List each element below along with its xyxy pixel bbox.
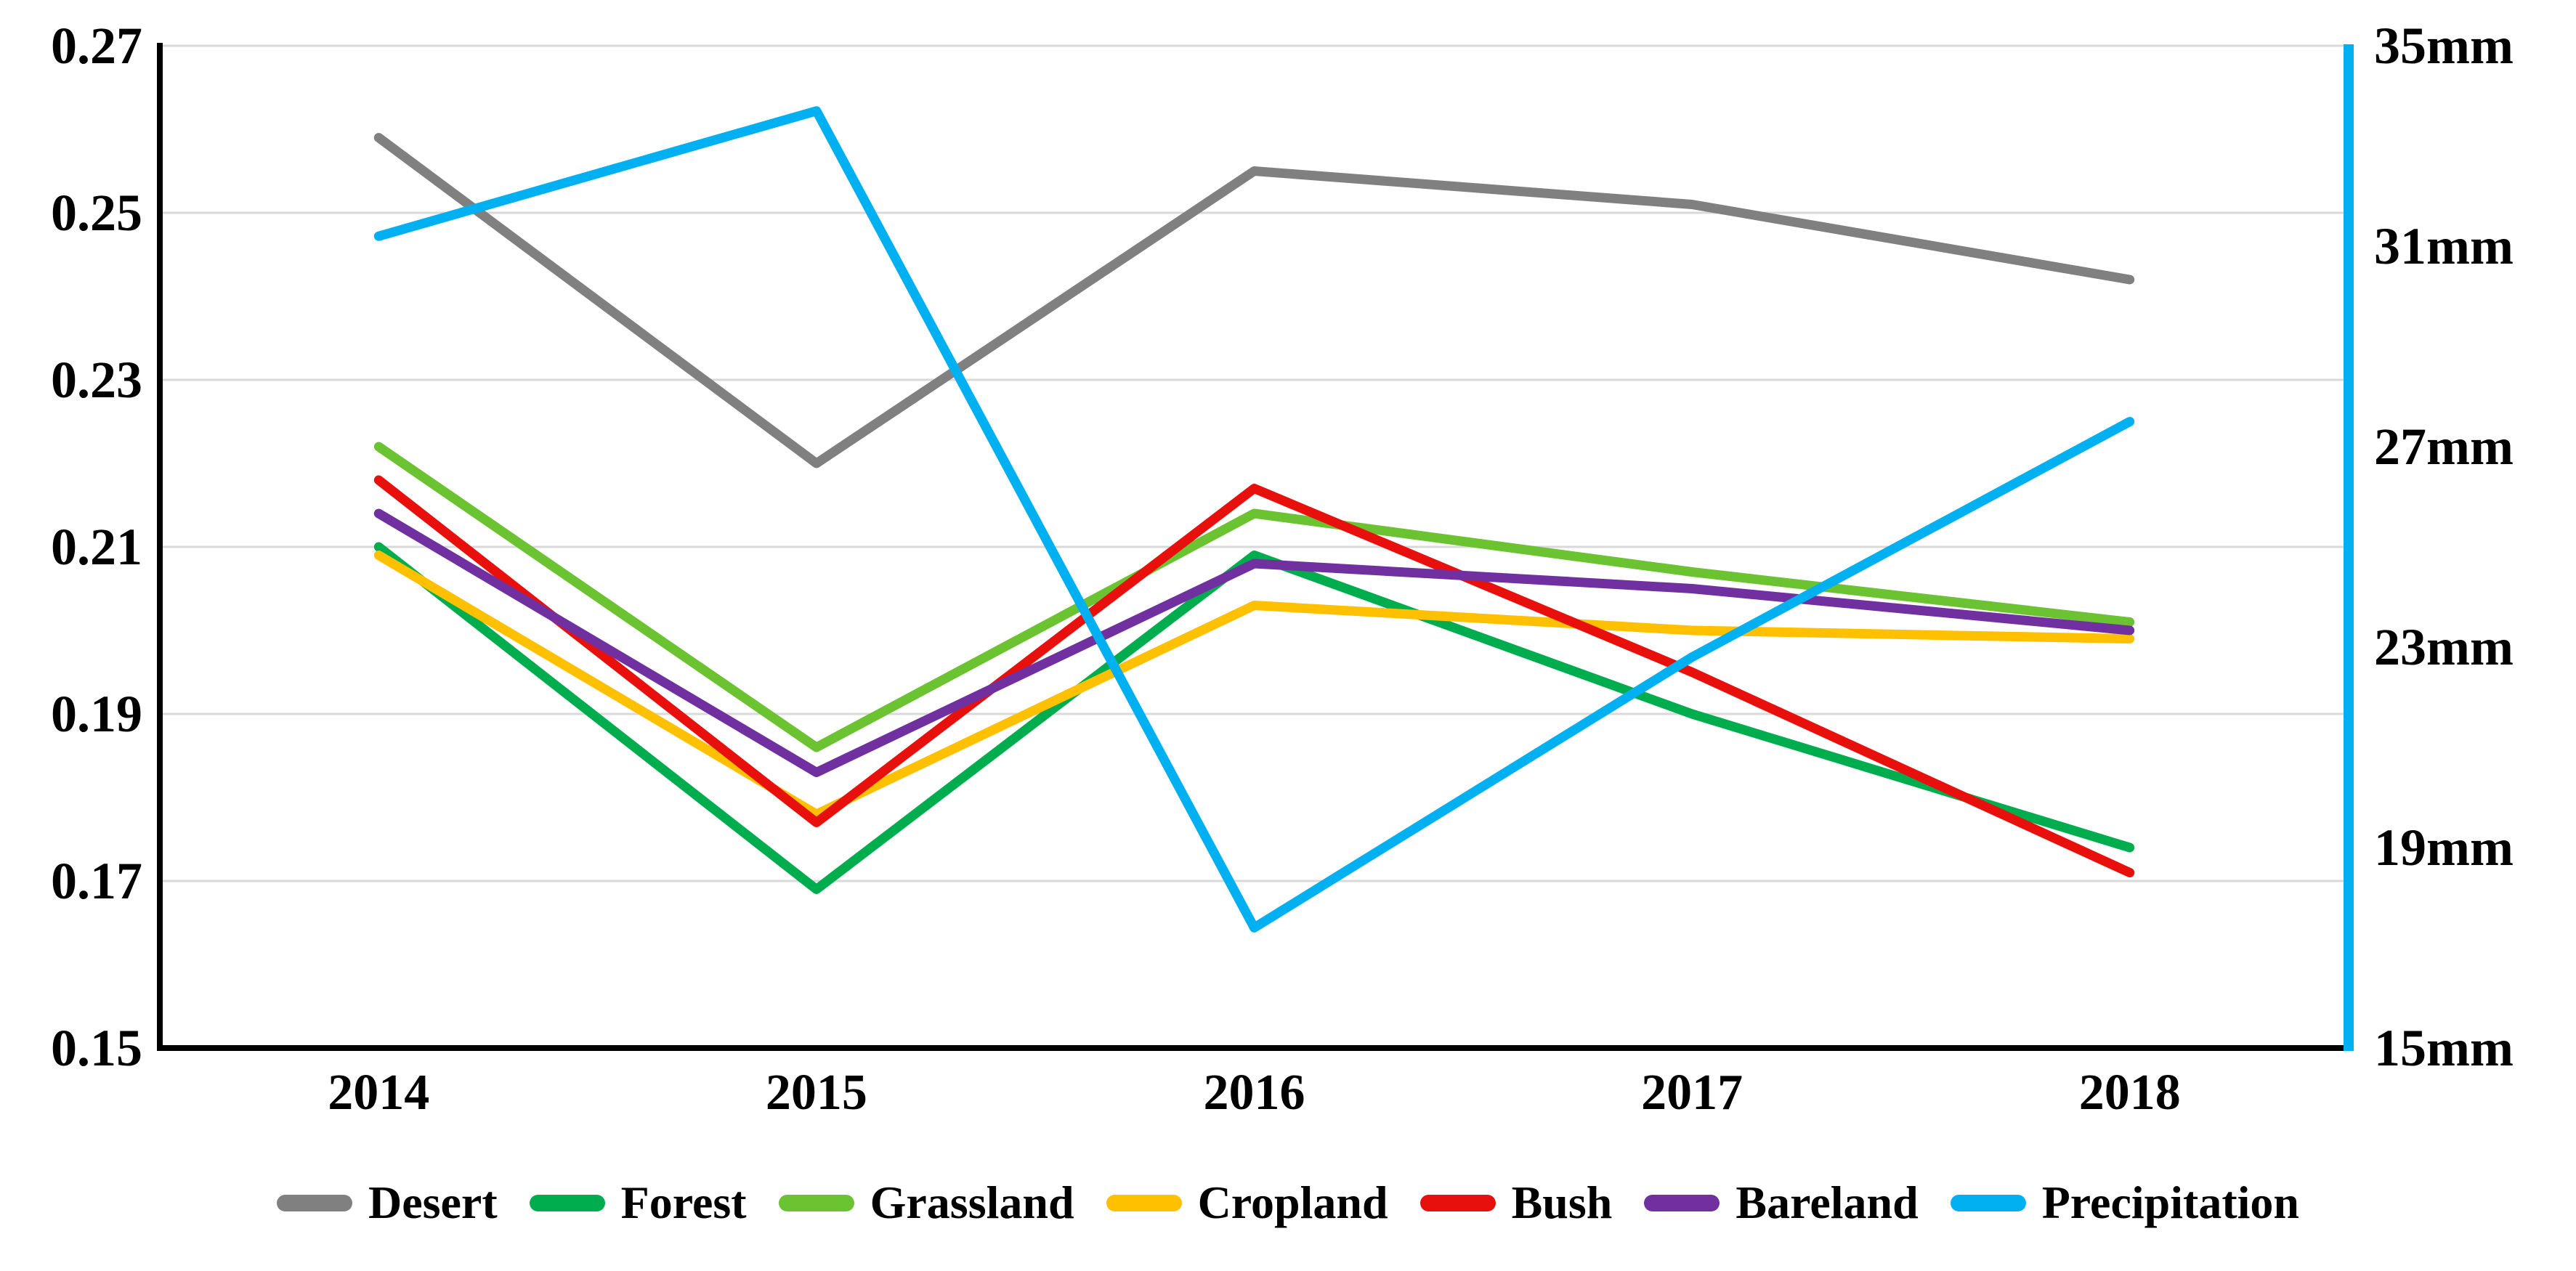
legend-item-bush: Bush bbox=[1419, 1177, 1613, 1228]
left-axis-tick-label: 0.23 bbox=[51, 351, 142, 409]
legend-item-forest: Forest bbox=[529, 1177, 747, 1228]
series-line-forest bbox=[373, 542, 2135, 894]
legend-swatch-precipitation bbox=[1950, 1194, 2026, 1211]
legend-label-forest: Forest bbox=[620, 1177, 747, 1228]
legend-label-desert: Desert bbox=[368, 1177, 498, 1228]
x-axis-label-2017: 2017 bbox=[1641, 1065, 1743, 1121]
right-axis-tick-label: 27mm bbox=[2374, 418, 2514, 476]
legend-item-cropland: Cropland bbox=[1106, 1179, 1388, 1226]
legend-swatch-desert bbox=[276, 1194, 352, 1211]
legend-label-bareland: Bareland bbox=[1735, 1177, 1919, 1228]
x-axis-label-2016: 2016 bbox=[1203, 1065, 1305, 1121]
legend-swatch-bush bbox=[1419, 1194, 1496, 1211]
x-axis-label-2014: 2014 bbox=[328, 1065, 430, 1121]
legend-item-precipitation: Precipitation bbox=[1950, 1177, 2300, 1228]
legend-swatch-bareland bbox=[1644, 1194, 1720, 1211]
legend-item-desert: Desert bbox=[276, 1177, 498, 1228]
x-axis-label-2018: 2018 bbox=[2078, 1065, 2181, 1121]
legend-item-grassland: Grassland bbox=[778, 1177, 1074, 1228]
left-axis-tick-label: 0.17 bbox=[51, 852, 142, 910]
right-axis-tick-label: 35mm bbox=[2374, 17, 2514, 75]
series-line-precipitation bbox=[373, 106, 2135, 933]
left-axis-tick-label: 0.21 bbox=[51, 518, 142, 576]
legend-label-bush: Bush bbox=[1511, 1177, 1613, 1228]
series-line-bush bbox=[373, 475, 2135, 877]
left-axis-tick-label: 0.19 bbox=[51, 685, 142, 743]
chart-legend: Desert Forest Grassland Cropland Bush Barelan… bbox=[0, 1168, 2576, 1238]
right-axis-tick-label: 23mm bbox=[2374, 618, 2514, 676]
legend-swatch-cropland bbox=[1106, 1194, 1182, 1211]
legend-label-precipitation: Precipitation bbox=[2041, 1177, 2300, 1228]
x-axis-label-2015: 2015 bbox=[765, 1065, 867, 1121]
right-axis-tick-label: 31mm bbox=[2374, 217, 2514, 275]
left-axis-tick-label: 0.15 bbox=[51, 1019, 142, 1077]
series-line-grassland bbox=[373, 442, 2135, 752]
left-axis-tick-label: 0.25 bbox=[51, 184, 142, 242]
left-axis-tick-label: 0.27 bbox=[51, 17, 142, 75]
series-line-cropland bbox=[373, 551, 2135, 819]
series-line-bareland bbox=[373, 508, 2135, 777]
legend-swatch-grassland bbox=[778, 1194, 854, 1211]
legend-item-bareland: Bareland bbox=[1644, 1177, 1919, 1228]
legend-label-grassland: Grassland bbox=[870, 1177, 1074, 1228]
right-axis-tick-label: 15mm bbox=[2374, 1019, 2514, 1077]
right-axis-tick-label: 19mm bbox=[2374, 819, 2514, 877]
legend-swatch-forest bbox=[529, 1194, 605, 1211]
legend-label-cropland: Cropland bbox=[1197, 1177, 1388, 1228]
series-line-desert bbox=[373, 133, 2135, 468]
